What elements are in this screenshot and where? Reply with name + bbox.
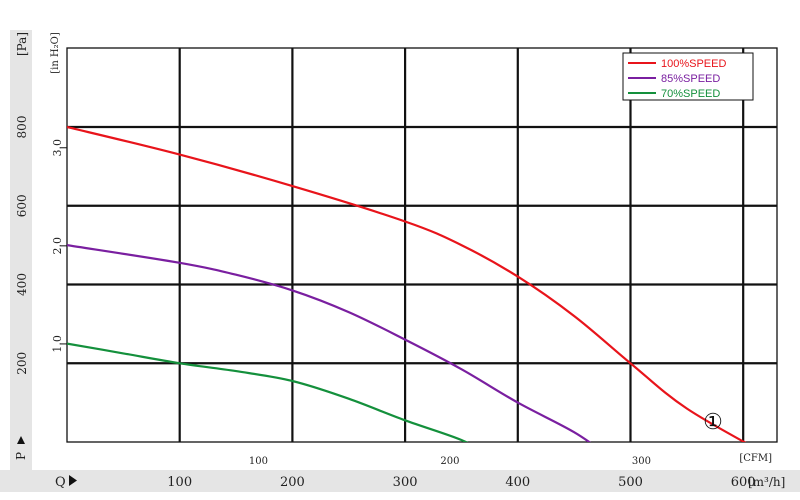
legend-label-85: 85%SPEED [661, 73, 720, 85]
x-unit-label: [m³/h] [748, 475, 785, 489]
x-tick-label: 500 [618, 475, 643, 490]
curve-100-speed [67, 125, 747, 442]
y-axis-prefix: P [14, 452, 28, 460]
y-tick-labels: 200 400 600 800 [15, 116, 29, 375]
curve-70-speed [67, 342, 469, 442]
y-tick-label: 400 [15, 273, 29, 296]
performance-curves [67, 125, 747, 442]
cfm-unit-label: [CFM] [739, 453, 772, 464]
x-axis-band [0, 470, 800, 492]
plot-frame [66, 47, 778, 443]
cfm-tick-label: 100 [249, 456, 268, 467]
y-secondary-tick-labels: 1.0 2.0 3.0 [51, 139, 67, 353]
legend-box [622, 52, 754, 101]
legend: 100%SPEED 85%SPEED 70%SPEED [622, 52, 754, 101]
y-secondary-tick-label: 2.0 [51, 237, 64, 255]
y-secondary-unit-label: [in H₂O] [50, 32, 61, 74]
x-tick-label: 200 [280, 475, 305, 490]
x-axis-prefix: Q [55, 475, 66, 490]
x-tick-label: 400 [505, 475, 530, 490]
x-tick-label: 300 [393, 475, 418, 490]
y-secondary-tick-label: 3.0 [51, 139, 64, 157]
x-tick-labels: 100 200 300 400 500 600 [167, 475, 755, 490]
x-axis-arrow-icon [69, 475, 77, 486]
y-axis-arrow-icon [17, 436, 25, 444]
curve-85-speed [67, 244, 592, 442]
grid-lines [67, 48, 777, 442]
legend-label-70: 70%SPEED [661, 88, 720, 100]
y-secondary-tick-label: 1.0 [51, 335, 64, 353]
y-tick-label: 200 [15, 352, 29, 375]
curve-annotation: ① [703, 410, 723, 435]
legend-label-100: 100%SPEED [661, 58, 726, 70]
y-tick-label: 600 [15, 194, 29, 217]
y-axis-unit-label: [Pa] [15, 32, 29, 56]
cfm-tick-label: 300 [632, 456, 651, 467]
y-axis-band [10, 30, 32, 470]
y-tick-label: 800 [15, 116, 29, 139]
cfm-tick-label: 200 [440, 456, 459, 467]
x-tick-label: 100 [167, 475, 192, 490]
x-tick-label: 600 [731, 475, 756, 490]
cfm-tick-labels: 100 200 300 [249, 456, 651, 467]
